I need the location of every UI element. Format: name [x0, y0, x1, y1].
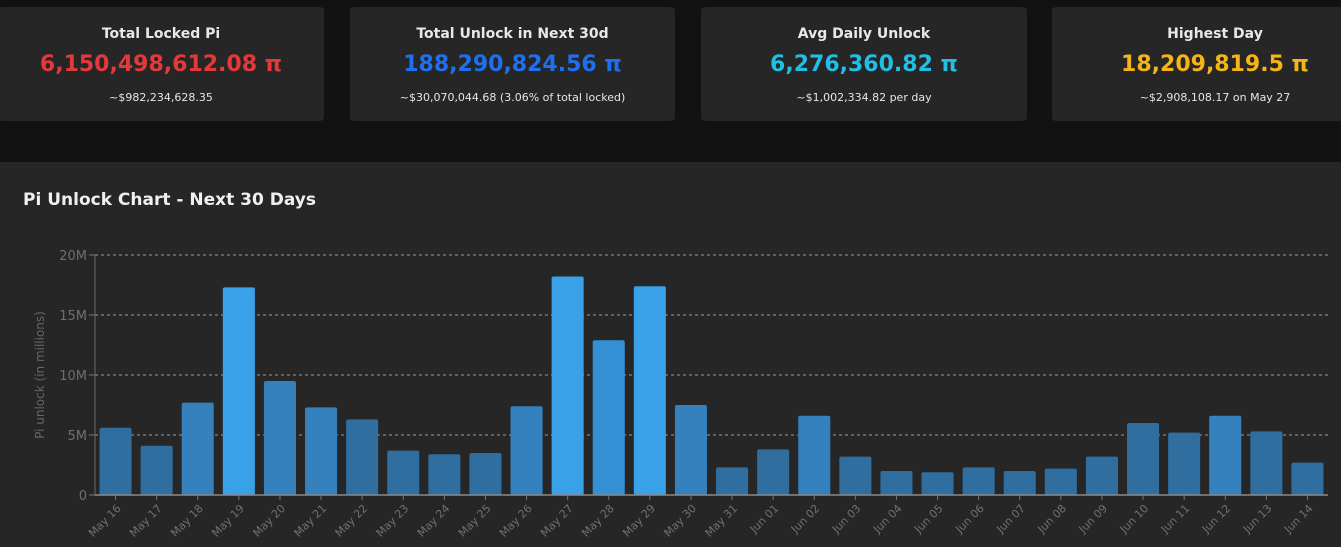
bar-may-30: [674, 405, 707, 495]
card-subtext: ~$982,234,628.35: [109, 91, 213, 104]
bar-may-19: [222, 287, 255, 495]
bar-jun-07: [1003, 471, 1036, 495]
bar-may-23: [387, 450, 420, 495]
x-tick-label: Jun 10: [1117, 502, 1151, 536]
x-tick-label: Jun 05: [911, 502, 945, 536]
card-total-locked: Total Locked Pi 6,150,498,612.08 π ~$982…: [0, 7, 324, 121]
x-tick-label: Jun 08: [1035, 502, 1069, 536]
x-tick-label: Jun 11: [1158, 502, 1192, 536]
bar-jun-11: [1168, 432, 1201, 495]
x-tick-label: May 26: [497, 502, 535, 540]
card-total-unlock-30d: Total Unlock in Next 30d 188,290,824.56 …: [350, 7, 675, 121]
x-tick-label: May 21: [292, 502, 330, 540]
bar-may-21: [305, 407, 338, 495]
chart-panel: Pi Unlock Chart - Next 30 Days 0 5M 10M 15M…: [0, 162, 1341, 547]
bar-jun-01: [757, 449, 790, 495]
card-value: 6,276,360.82 π: [770, 52, 958, 77]
card-highest-day: Highest Day 18,209,819.5 π ~$2,908,108.1…: [1052, 7, 1341, 121]
card-title: Total Unlock in Next 30d: [416, 26, 609, 42]
bar-jun-05: [921, 472, 954, 495]
bar-may-18: [181, 402, 214, 495]
bar-may-28: [592, 340, 625, 495]
x-tick-label: May 25: [456, 502, 494, 540]
bar-may-31: [716, 467, 749, 495]
x-tick-label: Jun 13: [1240, 502, 1274, 536]
x-tick-label: May 24: [415, 502, 453, 540]
unlock-bar-chart: 0 5M 10M 15M 20M Pi unlock (in millions) May 1…: [33, 249, 1328, 540]
bar-may-22: [346, 419, 379, 495]
x-tick-label: Jun 06: [952, 502, 986, 536]
x-tick-label: May 23: [374, 502, 412, 540]
bar-jun-04: [880, 471, 913, 495]
x-tick-label: May 18: [168, 502, 206, 540]
card-value: 18,209,819.5 π: [1121, 52, 1309, 77]
bar-may-29: [633, 286, 666, 495]
x-tick-label: Jun 03: [829, 502, 863, 536]
bar-may-25: [469, 453, 502, 495]
bar-jun-14: [1291, 462, 1324, 495]
bar-may-16: [99, 427, 132, 495]
y-tick-label: 5M: [68, 429, 88, 444]
bar-jun-13: [1250, 431, 1283, 495]
x-tick-label: May 16: [86, 502, 124, 540]
x-tick-label: Jun 14: [1281, 502, 1315, 536]
y-axis-title: Pi unlock (in millions): [33, 311, 47, 439]
card-avg-daily-unlock: Avg Daily Unlock 6,276,360.82 π ~$1,002,…: [701, 7, 1027, 121]
bar-may-24: [428, 454, 461, 495]
bar-jun-02: [798, 415, 831, 495]
x-tick-label: Jun 07: [993, 502, 1027, 536]
y-tick-label: 10M: [59, 369, 87, 384]
card-subtext: ~$1,002,334.82 per day: [796, 91, 932, 104]
bar-jun-08: [1044, 468, 1077, 495]
x-tick-label: Jun 04: [870, 502, 904, 536]
bar-may-20: [263, 381, 296, 495]
bar-jun-06: [962, 467, 995, 495]
x-tick-label: May 28: [579, 502, 617, 540]
x-tick-label: Jun 09: [1076, 502, 1110, 536]
x-tick-label: May 31: [703, 502, 741, 540]
card-value: 6,150,498,612.08 π: [39, 52, 283, 77]
card-title: Avg Daily Unlock: [797, 26, 931, 42]
card-value: 188,290,824.56 π: [403, 52, 622, 77]
y-tick-label: 15M: [59, 309, 87, 324]
x-tick-label: May 20: [250, 502, 288, 540]
card-title: Total Locked Pi: [101, 26, 221, 42]
y-tick-label: 20M: [59, 249, 87, 264]
x-tick-label: May 17: [127, 502, 165, 540]
bar-jun-09: [1085, 456, 1118, 495]
x-tick-label: May 27: [538, 502, 576, 540]
chart-title: Pi Unlock Chart - Next 30 Days: [23, 190, 316, 210]
x-tick-label: May 19: [209, 502, 247, 540]
x-tick-label: Jun 01: [747, 502, 781, 536]
bar-may-26: [510, 406, 543, 495]
card-title: Highest Day: [1167, 26, 1263, 42]
summary-cards: Total Locked Pi 6,150,498,612.08 π ~$982…: [0, 0, 1341, 140]
bar-may-27: [551, 276, 584, 495]
bar-may-17: [140, 445, 173, 495]
x-tick-label: Jun 02: [788, 502, 822, 536]
x-tick-label: May 22: [333, 502, 371, 540]
x-tick-label: May 30: [661, 502, 699, 540]
x-tick-label: Jun 12: [1199, 502, 1233, 536]
card-subtext: ~$2,908,108.17 on May 27: [1139, 91, 1291, 104]
bar-jun-03: [839, 456, 872, 495]
y-tick-label: 0: [79, 489, 87, 504]
x-tick-label: May 29: [620, 502, 658, 540]
bar-jun-10: [1127, 423, 1160, 495]
bar-jun-12: [1209, 415, 1242, 495]
card-subtext: ~$30,070,044.68 (3.06% of total locked): [399, 91, 626, 104]
